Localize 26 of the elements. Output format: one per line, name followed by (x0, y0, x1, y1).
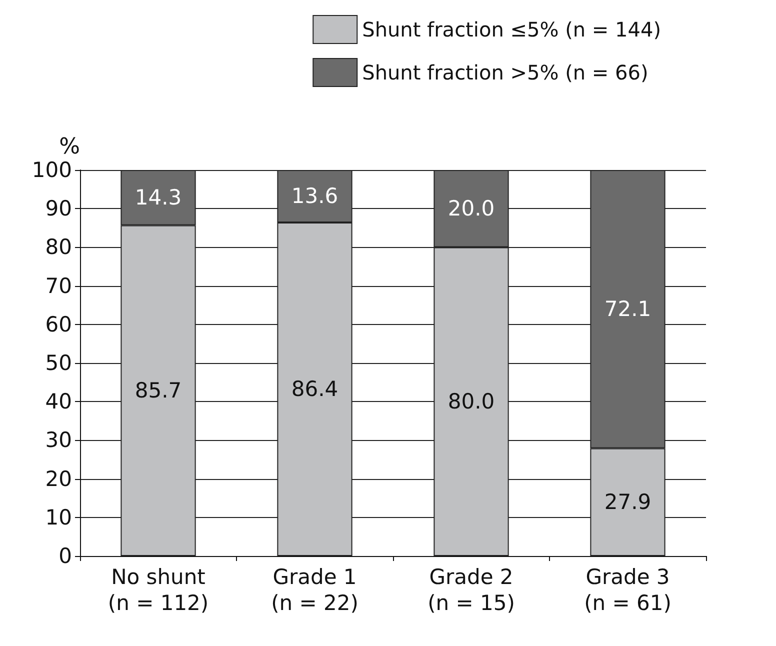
data-label: 80.0 (448, 390, 495, 414)
y-tick-label: 0 (58, 544, 72, 568)
y-tick-label: 90 (45, 196, 72, 221)
y-tick-label: 80 (45, 235, 72, 260)
data-label: 85.7 (134, 378, 182, 403)
y-tick-label: 10 (45, 505, 72, 530)
y-tick-label: 30 (45, 428, 72, 452)
x-tick-label: Grade 1 (n = 22) (271, 565, 358, 615)
data-label: 13.6 (291, 184, 338, 208)
x-tick-label: Grade 2 (n = 15) (428, 565, 515, 615)
legend-label: Shunt fraction ≤5% (n = 144) (362, 18, 662, 42)
y-axis-title: % (59, 134, 80, 160)
y-tick-label: 50 (45, 351, 72, 375)
data-label: 27.9 (604, 490, 652, 514)
data-label: 14.3 (134, 186, 182, 210)
y-tick-label: 100 (32, 158, 72, 182)
data-label: 20.0 (448, 196, 495, 221)
x-tick-label: No shunt (n = 112) (108, 565, 209, 615)
legend-label: Shunt fraction >5% (n = 66) (362, 60, 648, 84)
y-tick-label: 20 (45, 466, 72, 491)
y-tick-label: 70 (45, 274, 72, 298)
data-label: 86.4 (291, 377, 338, 402)
x-tick-label: Grade 3 (n = 61) (584, 565, 672, 615)
y-tick-label: 60 (45, 312, 72, 336)
data-label: 72.1 (604, 297, 652, 322)
y-tick-label: 40 (45, 390, 72, 414)
